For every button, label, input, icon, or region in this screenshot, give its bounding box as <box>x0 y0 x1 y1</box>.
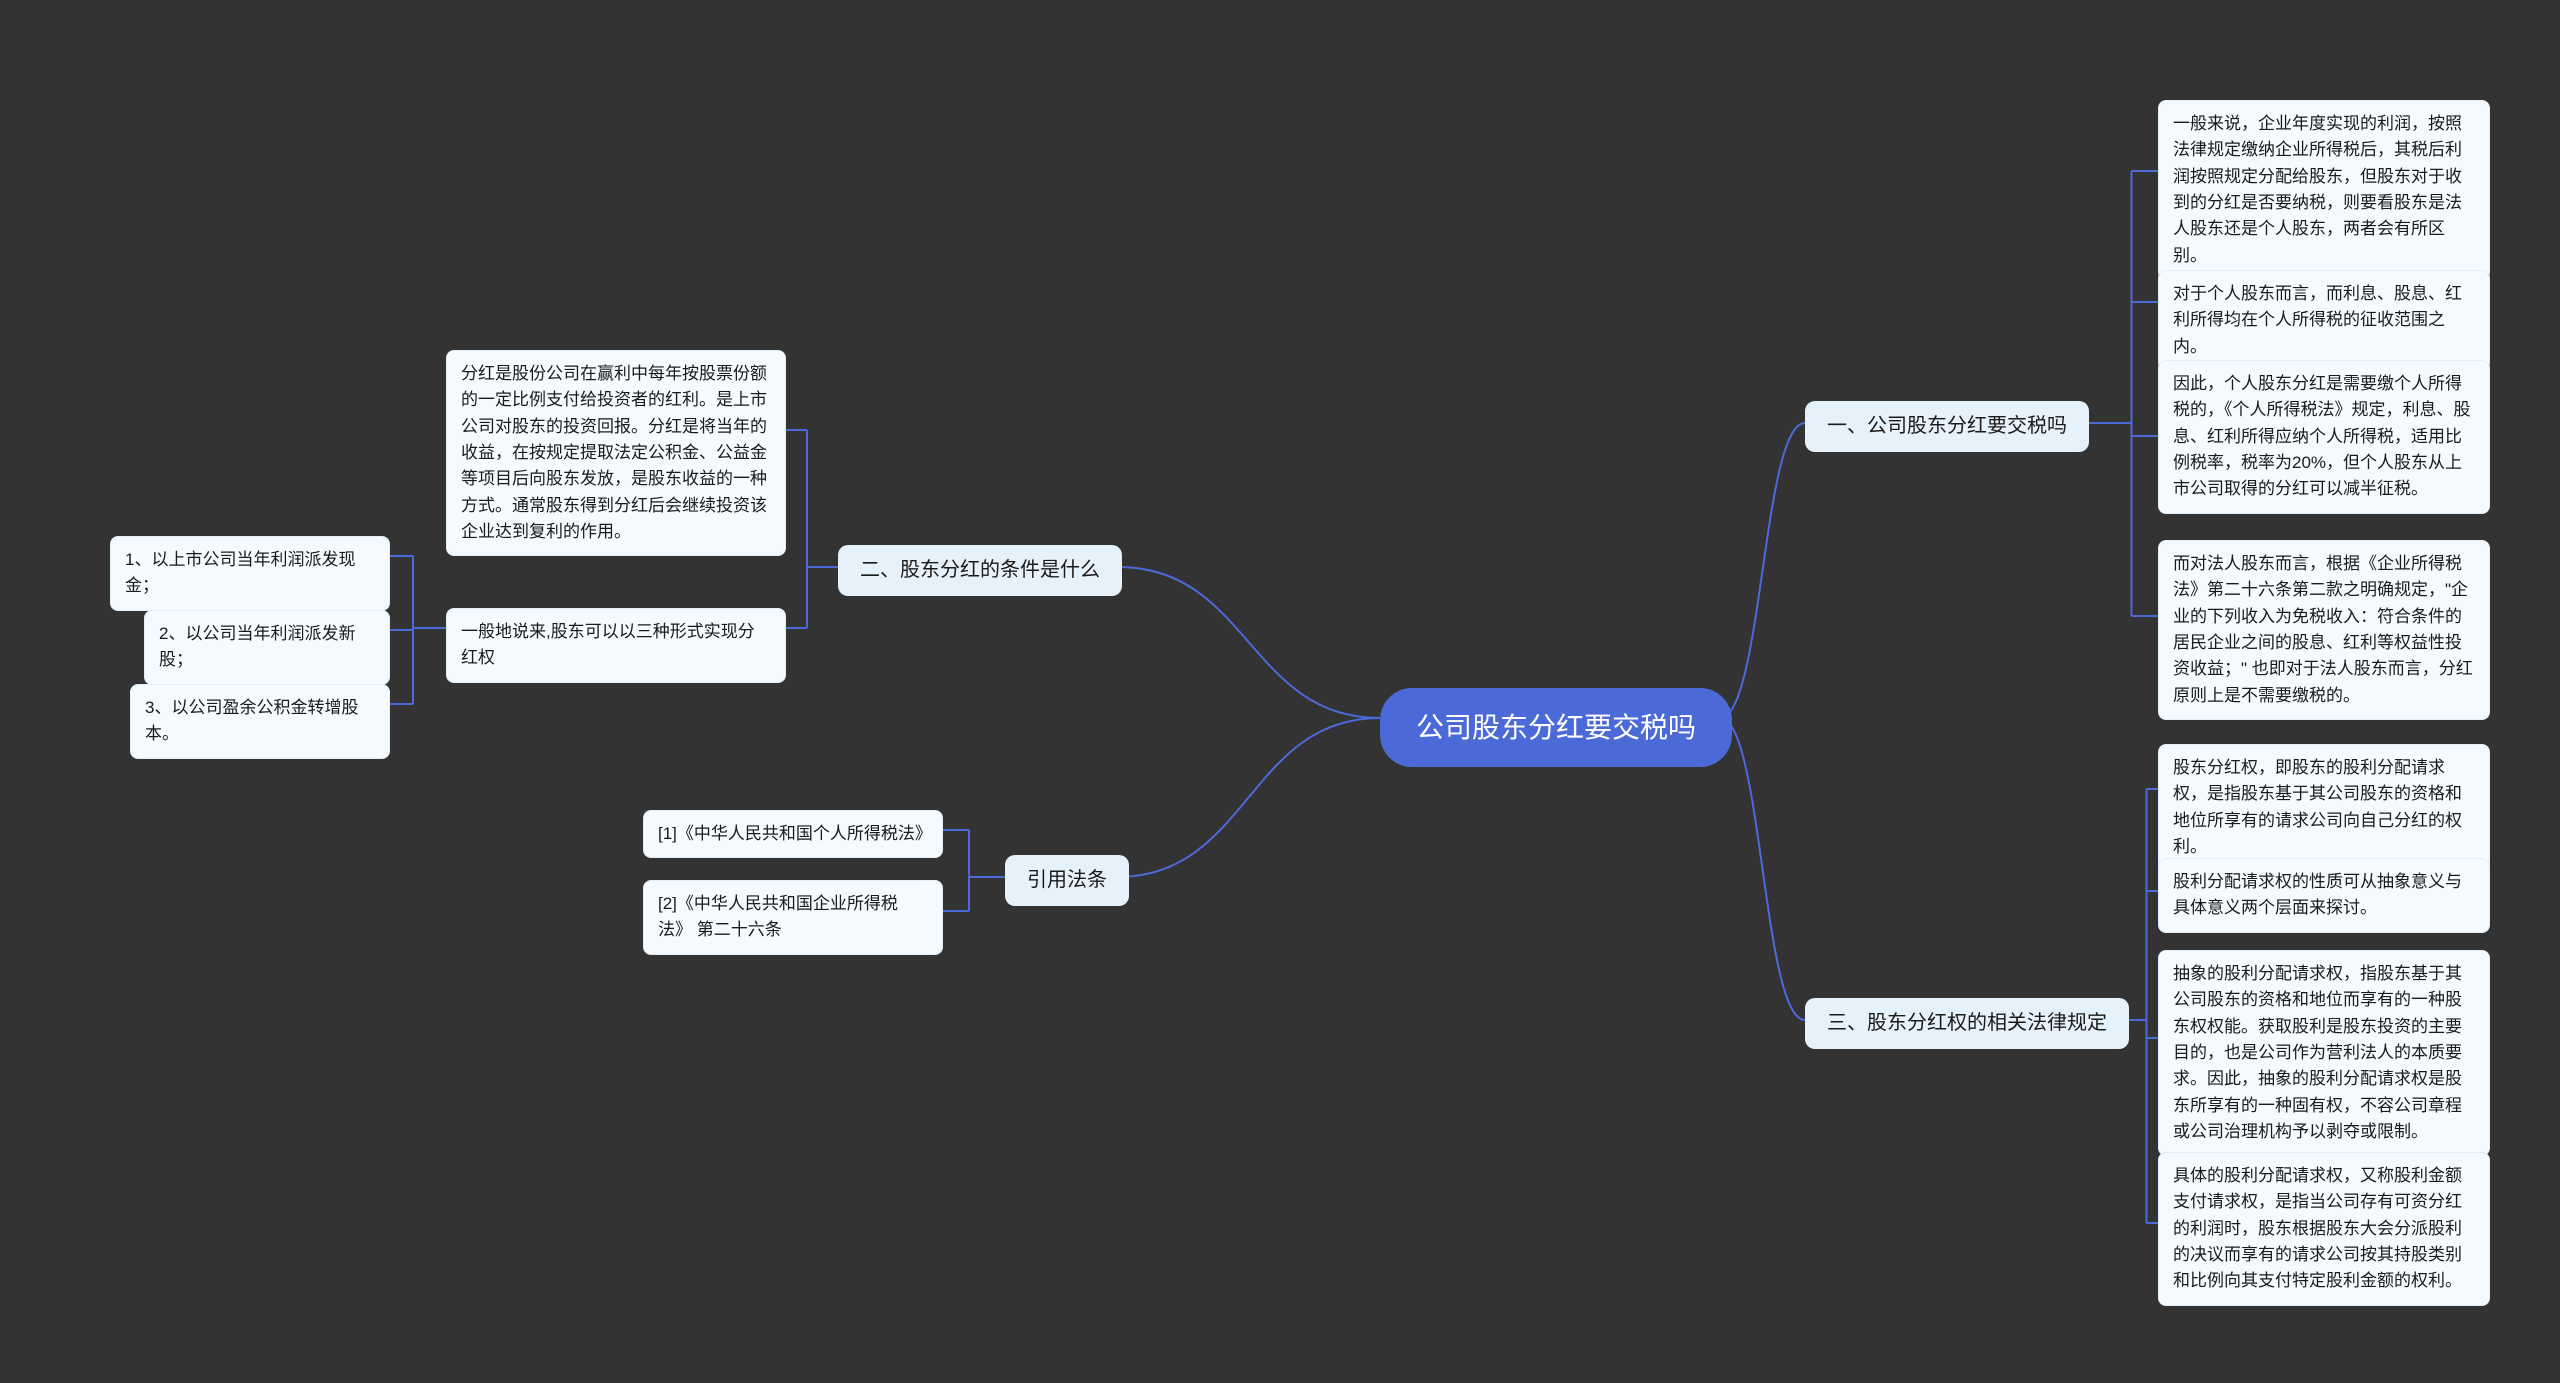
leaf-node-2-1-0: 1、以上市公司当年利润派发现金； <box>110 536 390 611</box>
leaf-node-2-1: 一般地说来,股东可以以三种形式实现分红权 <box>446 608 786 683</box>
branch-node-2: 二、股东分红的条件是什么 <box>838 545 1122 596</box>
leaf-node-0-2: 因此，个人股东分红是需要缴个人所得税的，《个人所得税法》规定，利息、股息、红利所… <box>2158 360 2490 514</box>
leaf-node-2-0: 分红是股份公司在赢利中每年按股票份额的一定比例支付给投资者的红利。是上市公司对股… <box>446 350 786 556</box>
leaf-node-3-0: [1]《中华人民共和国个人所得税法》 <box>643 810 943 858</box>
leaf-node-2-1-1: 2、以公司当年利润派发新股； <box>144 610 390 685</box>
root-node: 公司股东分红要交税吗 <box>1380 688 1732 767</box>
leaf-node-3-1: [2]《中华人民共和国企业所得税法》 第二十六条 <box>643 880 943 955</box>
leaf-node-0-1: 对于个人股东而言，而利息、股息、红利所得均在个人所得税的征收范围之内。 <box>2158 270 2490 371</box>
leaf-node-1-3: 具体的股利分配请求权，又称股利金额支付请求权，是指当公司存有可资分红的利润时，股… <box>2158 1152 2490 1306</box>
leaf-node-0-0: 一般来说，企业年度实现的利润，按照法律规定缴纳企业所得税后，其税后利润按照规定分… <box>2158 100 2490 280</box>
branch-node-3: 引用法条 <box>1005 855 1129 906</box>
leaf-node-0-3: 而对法人股东而言，根据《企业所得税法》第二十六条第二款之明确规定，"企业的下列收… <box>2158 540 2490 720</box>
leaf-node-1-2: 抽象的股利分配请求权，指股东基于其公司股东的资格和地位而享有的一种股东权权能。获… <box>2158 950 2490 1156</box>
branch-node-0: 一、公司股东分红要交税吗 <box>1805 401 2089 452</box>
leaf-node-2-1-2: 3、以公司盈余公积金转增股本。 <box>130 684 390 759</box>
leaf-node-1-0: 股东分红权，即股东的股利分配请求权，是指股东基于其公司股东的资格和地位所享有的请… <box>2158 744 2490 871</box>
branch-node-1: 三、股东分红权的相关法律规定 <box>1805 998 2129 1049</box>
leaf-node-1-1: 股利分配请求权的性质可从抽象意义与具体意义两个层面来探讨。 <box>2158 858 2490 933</box>
